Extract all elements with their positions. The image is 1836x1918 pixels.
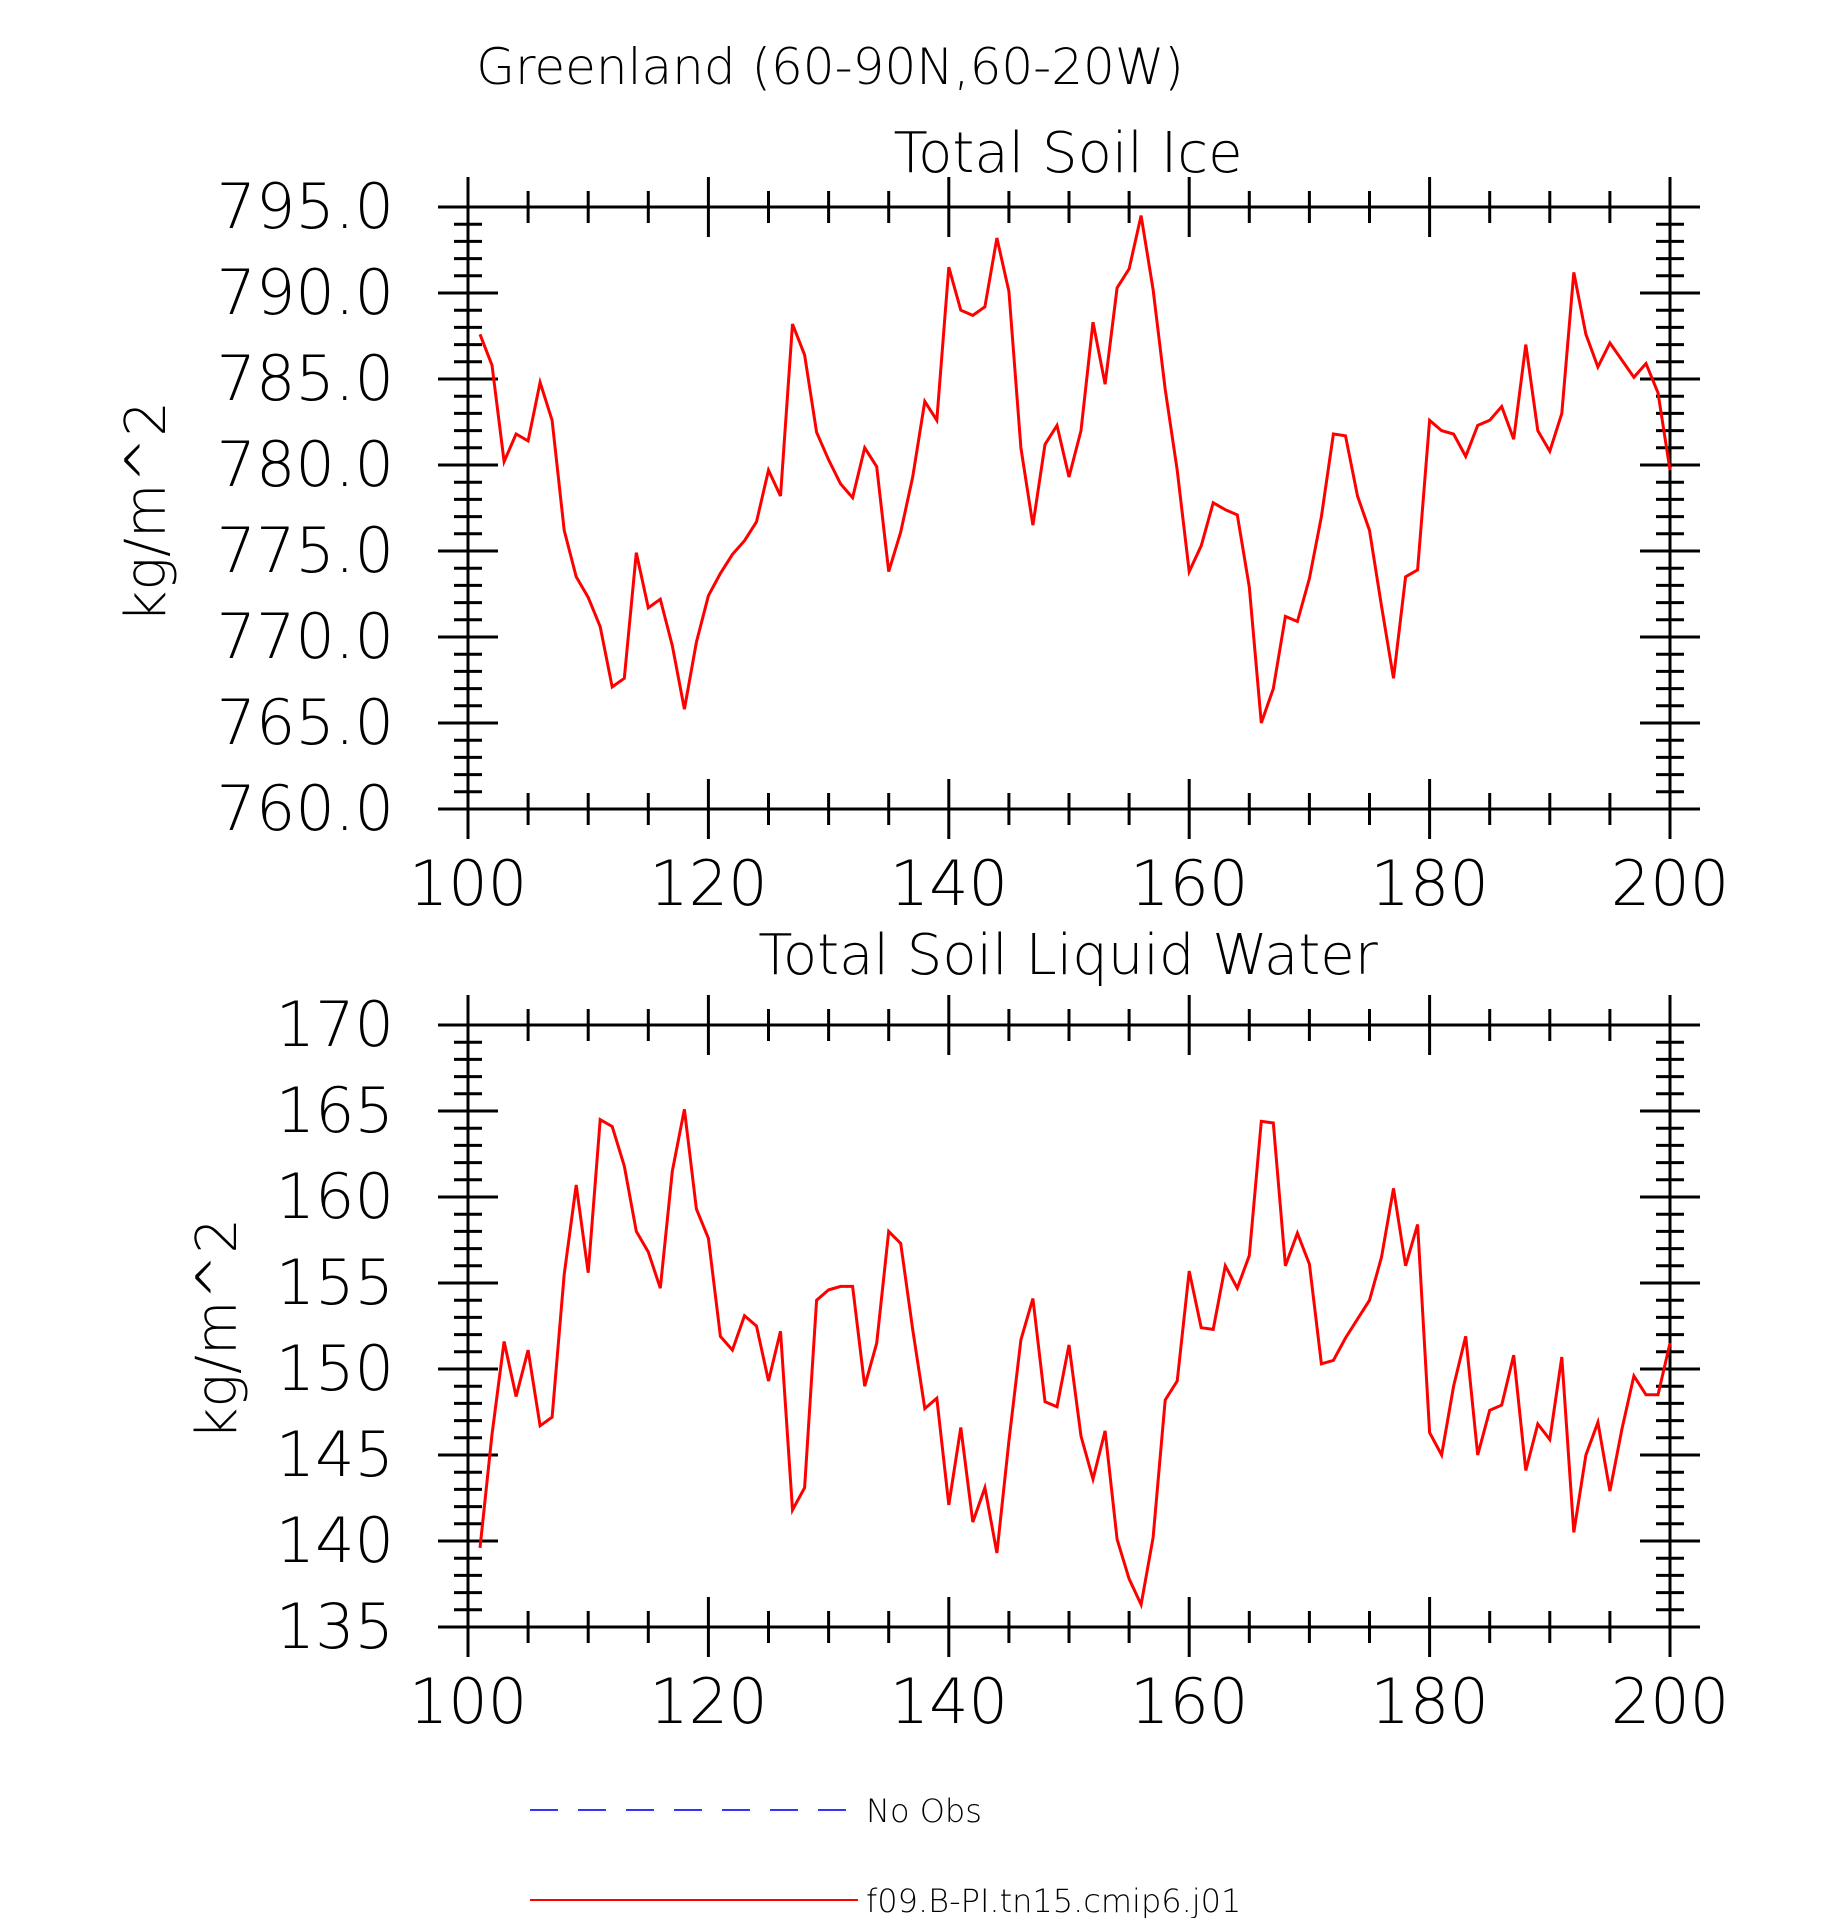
plot-frame [466,1023,1672,1629]
y-tick-label: 760.0 [217,772,395,845]
panel-title: Total Soil Liquid Water [758,923,1378,988]
figure-title: Greenland (60-90N,60-20W) [476,38,1184,96]
x-tick-label: 100 [409,847,527,920]
legend-label-model: f09.B-PI.tn15.cmip6.j01 [866,1882,1241,1918]
plot-frame [466,205,1672,811]
x-tick-label: 120 [649,847,767,920]
y-tick-label: 150 [276,1332,394,1405]
y-tick-label: 780.0 [217,428,395,501]
x-tick-label: 200 [1611,847,1729,920]
legend: No Obs f09.B-PI.tn15.cmip6.j01 [530,1792,1241,1918]
y-tick-label: 785.0 [217,342,395,415]
y-tick-label: 140 [276,1504,394,1577]
y-tick-label: 135 [276,1590,394,1663]
y-tick-label: 770.0 [217,600,395,673]
y-tick-label: 765.0 [217,686,395,759]
x-tick-label: 120 [649,1665,767,1738]
x-tick-label: 140 [890,847,1008,920]
y-tick-label: 165 [276,1074,394,1147]
y-tick-label: 170 [276,988,394,1061]
y-tick-label: 145 [276,1418,394,1491]
panel-total-soil-liquid-water: Total Soil Liquid Water kg/m^2 100 120 140… [185,923,1729,1738]
x-tick-label: 140 [890,1665,1008,1738]
y-tick-label: 155 [276,1246,394,1319]
y-axis-label: kg/m^2 [114,401,179,623]
y-tick-label: 790.0 [217,256,395,329]
legend-label-no-obs: No Obs [866,1792,982,1830]
series-line [478,1109,1672,1610]
x-tick-label: 100 [409,1665,527,1738]
x-tick-label: 180 [1370,847,1488,920]
y-tick-label: 160 [276,1160,394,1233]
panel-title: Total Soil Ice [893,121,1242,186]
y-axis-label: kg/m^2 [185,1218,250,1440]
x-tick-label: 200 [1611,1665,1729,1738]
x-tick-label: 160 [1130,847,1248,920]
x-tick-label: 160 [1130,1665,1248,1738]
series-line [478,215,1672,724]
y-tick-label: 775.0 [217,514,395,587]
x-tick-label: 180 [1370,1665,1488,1738]
panel-total-soil-ice: Total Soil Ice kg/m^2 100 120 140 160 180 200… [114,121,1729,920]
y-tick-label: 795.0 [217,170,395,243]
